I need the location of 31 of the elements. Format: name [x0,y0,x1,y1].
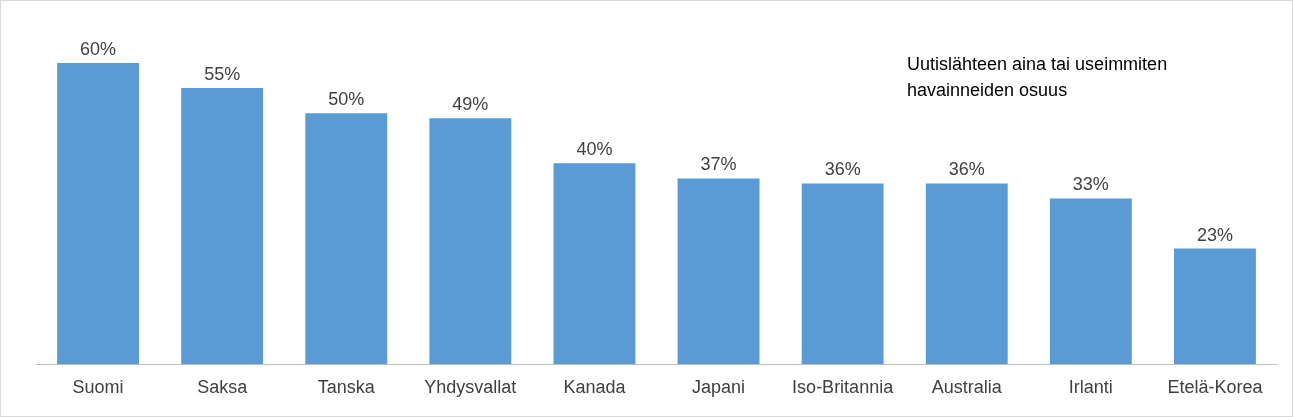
x-tick-label: Australia [931,377,1003,397]
data-label: 36% [824,159,861,180]
bar [1049,198,1132,364]
data-label: 60% [80,39,117,59]
bar [677,178,760,364]
data-label: 49% [452,94,489,115]
x-tick-label: Japani [692,377,746,397]
x-tick-label: Saksa [197,377,249,397]
data-label: 55% [204,64,241,85]
bar [57,63,139,364]
annotation: Uutislähteen aina tai useimmiten havainneiden osuus [907,54,1173,100]
x-tick-label: Suomi [72,377,124,397]
x-tick-label: Etelä-Korea [1167,377,1264,397]
bar [305,113,388,364]
x-tick-label: Irlanti [1068,377,1113,397]
data-label: 37% [700,154,737,175]
data-label: 36% [948,159,985,180]
data-label: 40% [576,139,613,160]
bar [925,183,1008,364]
bar [1174,248,1256,364]
x-tick-label: Yhdysvallat [424,377,517,397]
x-tick-label: Kanada [563,377,627,397]
x-tick-label: Iso-Britannia [792,377,895,397]
data-label: 23% [1196,224,1233,245]
bar [429,118,512,364]
data-label: 33% [1072,174,1109,195]
bar [553,163,636,364]
x-tick-label: Tanska [317,377,376,397]
bar [801,183,884,364]
data-label: 50% [328,89,365,110]
bar [181,88,264,364]
